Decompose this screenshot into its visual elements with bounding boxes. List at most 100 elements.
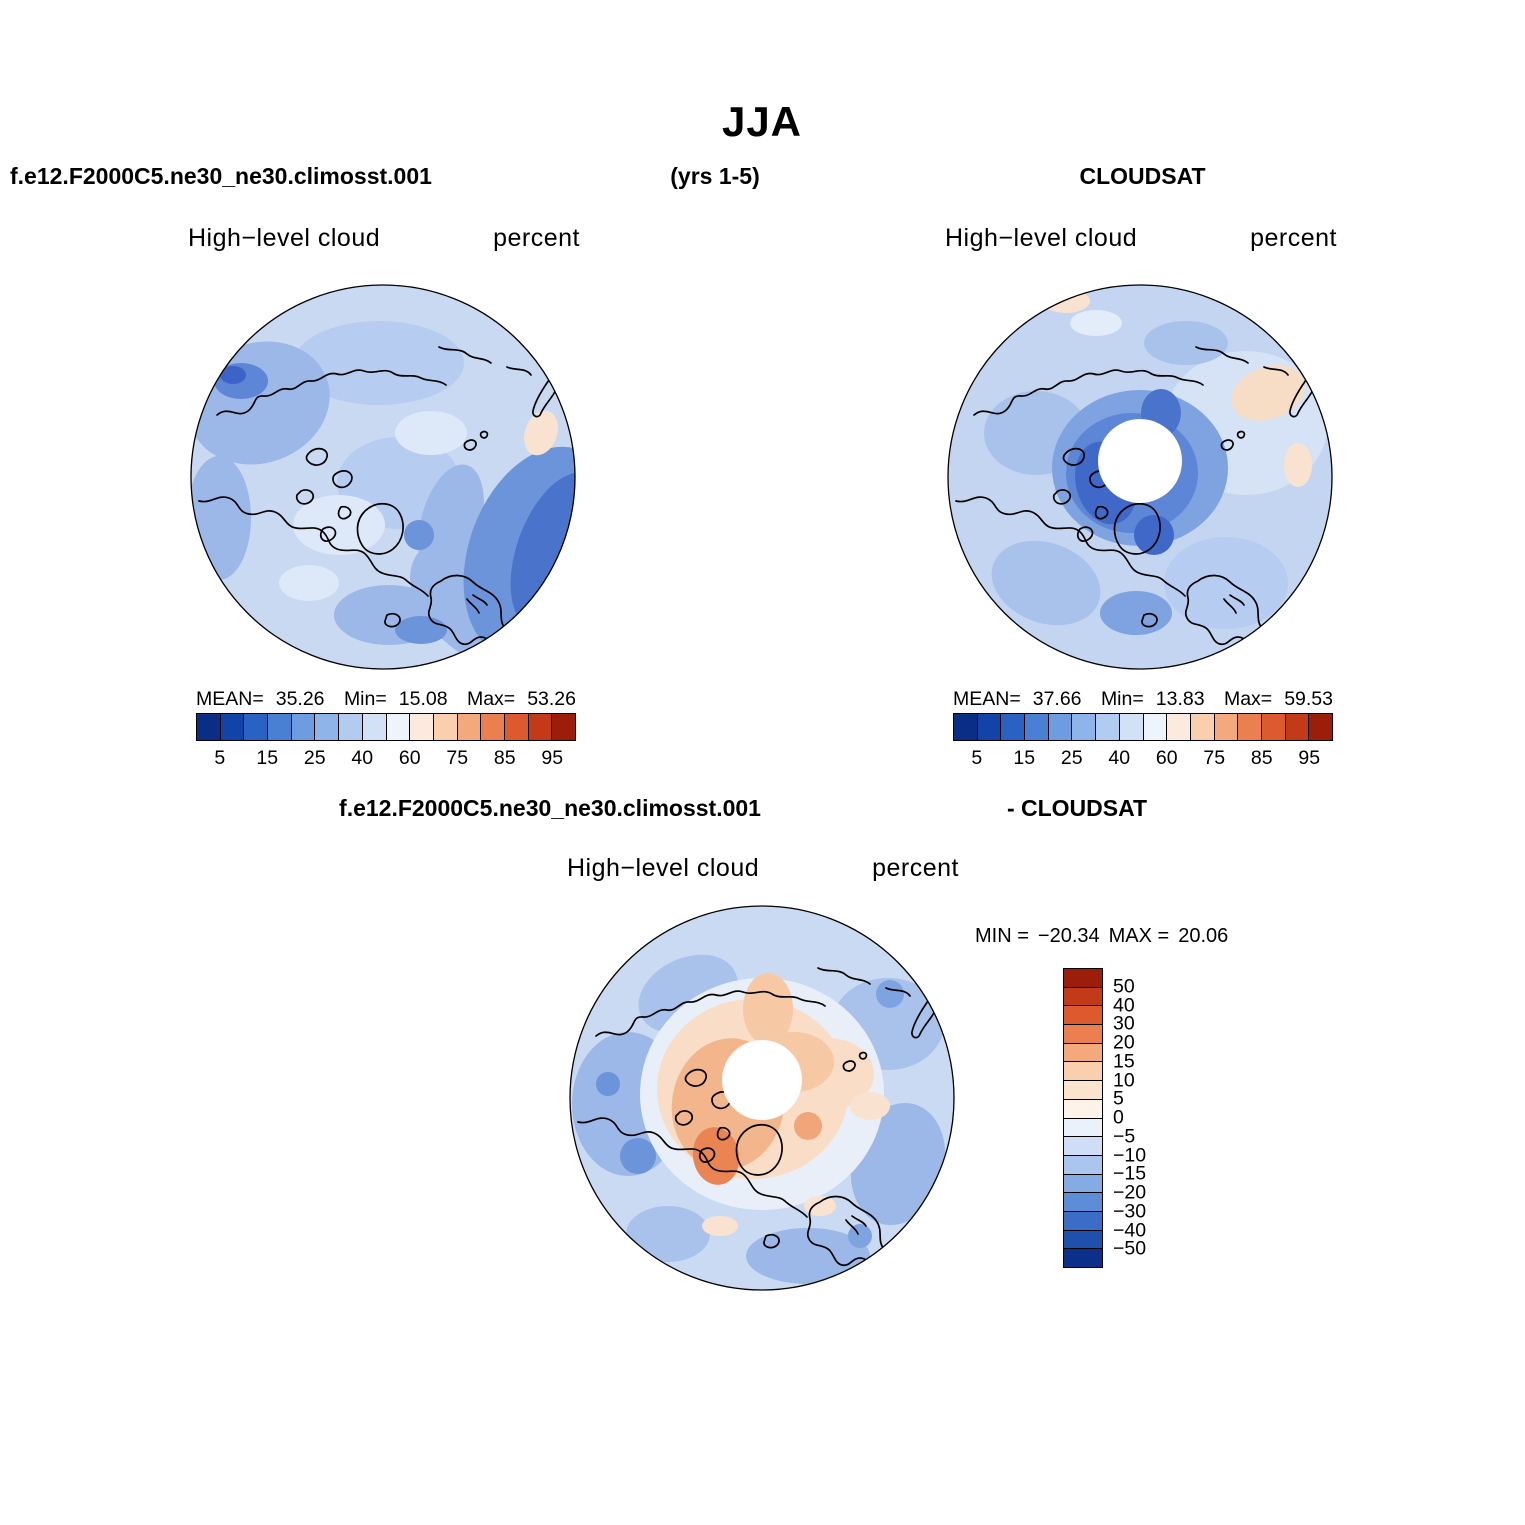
obs-field-row: High−level cloud percent [945,224,1337,253]
colorbar-segment [1214,714,1239,740]
colorbar-segment [1064,1211,1102,1231]
model-min-label: Min= [343,688,387,710]
model-colorbar [196,713,576,741]
colorbar-tick-label: 40 [1113,994,1135,1016]
diff-max-label: MAX = [1108,925,1170,947]
colorbar-segment [1285,714,1310,740]
colorbar-segment [197,714,221,740]
model-map [190,284,576,670]
obs-mean-label: MEAN= [953,688,1021,710]
colorbar-tick-label: 85 [493,747,516,769]
colorbar-segment [1025,714,1049,740]
obs-colorbar [953,713,1333,741]
colorbar-segment [457,714,482,740]
colorbar-segment [244,714,269,740]
obs-title: CLOUDSAT [1079,163,1206,189]
colorbar-segment [1048,714,1073,740]
obs-colorbar-ticks: 5 15 25 40 60 75 85 95 [953,747,1333,771]
colorbar-segment [954,714,978,740]
colorbar-segment [1119,714,1144,740]
obs-max-value: 59.53 [1284,688,1333,710]
colorbar-segment [220,714,245,740]
obs-min-label: Min= [1100,688,1144,710]
colorbar-segment [1167,714,1191,740]
colorbar-segment [1064,1174,1102,1194]
colorbar-tick-label: −5 [1113,1125,1136,1148]
colorbar-tick-label: 95 [1298,747,1321,769]
colorbar-segment [410,714,434,740]
colorbar-segment [552,714,575,740]
colorbar-tick-label: 0 [1113,1106,1124,1129]
colorbar-tick-label: −20 [1113,1181,1147,1204]
model-mean-value: 35.26 [275,688,325,710]
colorbar-tick-label: 15 [1013,747,1036,769]
colorbar-segment [1190,714,1215,740]
model-stats: MEAN= 35.26 Min= 15.08 Max= 53.26 [196,688,576,711]
diff-min-value: −20.34 [1037,925,1100,947]
colorbar-segment [339,714,363,740]
colorbar-segment [1064,987,1102,1007]
model-run-title: f.e12.F2000C5.ne30_ne30.climosst.001 [10,163,432,189]
model-field-row: High−level cloud percent [188,224,580,253]
diff-map [569,905,955,1291]
colorbar-segment [1064,1043,1102,1063]
model-units-label: percent [493,224,580,252]
obs-stats: MEAN= 37.66 Min= 13.83 Max= 59.53 [953,688,1333,711]
obs-units-label: percent [1250,224,1337,252]
colorbar-segment [1064,1155,1102,1175]
model-min-value: 15.08 [398,688,448,710]
diff-obs-title: - CLOUDSAT [1006,795,1148,821]
season-title: JJA [721,98,803,145]
colorbar-segment [1064,1118,1102,1138]
colorbar-segment [268,714,292,740]
colorbar-tick-label: −40 [1113,1219,1147,1241]
colorbar-tick-label: 5 [214,747,226,769]
colorbar-tick-label: 5 [971,747,983,769]
colorbar-tick-label: 30 [1113,1012,1135,1035]
diff-field-row: High−level cloud percent [567,854,959,883]
model-max-label: Max= [466,688,516,710]
colorbar-segment [362,714,387,740]
obs-max-label: Max= [1223,688,1273,710]
colorbar-tick-label: 20 [1113,1031,1135,1054]
model-field-label: High−level cloud [188,224,381,252]
colorbar-segment [1064,1062,1102,1082]
colorbar-tick-label: 25 [1060,747,1083,769]
colorbar-tick-label: 75 [1203,747,1226,769]
colorbar-segment [1064,969,1102,988]
years-label: (yrs 1-5) [670,163,760,189]
colorbar-tick-label: −50 [1113,1237,1147,1260]
model-mean-label: MEAN= [196,688,264,710]
colorbar-tick-label: 5 [1113,1087,1124,1110]
colorbar-segment [1309,714,1332,740]
colorbar-segment [1064,1081,1102,1100]
model-max-value: 53.26 [527,688,576,710]
diff-minmax: MIN = −20.34 MAX = 20.06 [975,925,1228,948]
colorbar-tick-label: −10 [1113,1144,1147,1166]
colorbar-tick-label: −15 [1113,1162,1147,1185]
colorbar-segment [291,714,316,740]
colorbar-tick-label: 85 [1250,747,1273,769]
colorbar-segment [1238,714,1262,740]
colorbar-tick-label: 25 [303,747,326,769]
diff-model-title: f.e12.F2000C5.ne30_ne30.climosst.001 [339,795,761,821]
colorbar-segment [1261,714,1286,740]
colorbar-segment [1064,1193,1102,1212]
colorbar-segment [1064,1006,1102,1026]
colorbar-segment [1096,714,1120,740]
colorbar-tick-label: 95 [541,747,564,769]
colorbar-tick-label: 50 [1113,975,1135,998]
colorbar-tick-label: −30 [1113,1200,1147,1223]
colorbar-tick-label: 10 [1113,1069,1135,1091]
colorbar-segment [315,714,340,740]
diff-max-value: 20.06 [1178,925,1229,947]
obs-field-label: High−level cloud [945,224,1138,252]
colorbar-tick-label: 15 [1113,1050,1135,1073]
obs-min-value: 13.83 [1155,688,1205,710]
diff-colorbar [1063,968,1103,1268]
colorbar-segment [481,714,505,740]
colorbar-tick-label: 15 [256,747,279,769]
diff-units-label: percent [872,854,959,882]
diff-colorbar-labels: 50 40 30 20 15 10 5 0 −5 −10 −15 −20 −30 −40 −50 [1113,968,1173,1268]
colorbar-tick-label: 60 [398,747,421,769]
